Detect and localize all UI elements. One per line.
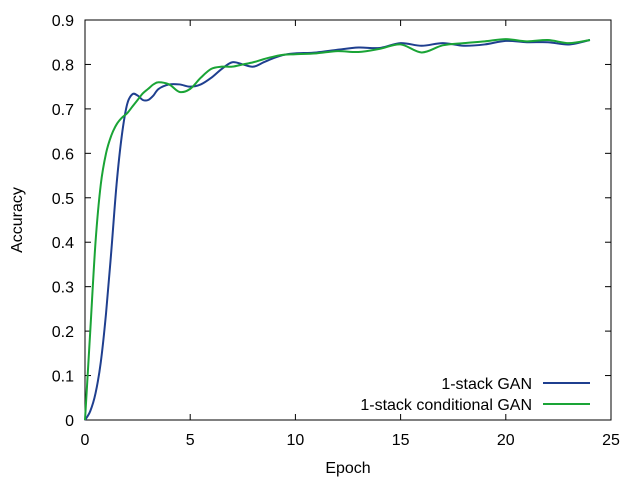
y-tick-label: 0.6	[52, 146, 74, 163]
axis-ticks	[84, 19, 612, 421]
x-tick-label: 25	[602, 432, 620, 449]
y-tick-label: 0.7	[52, 102, 74, 119]
y-tick-label: 0.4	[52, 235, 74, 252]
y-tick-label: 0.9	[52, 13, 74, 30]
x-tick-label: 15	[392, 432, 410, 449]
x-tick-label: 20	[497, 432, 515, 449]
series-line-1	[84, 38, 591, 421]
series-line-0	[84, 39, 591, 421]
x-tick-label: 5	[186, 432, 195, 449]
x-tick-label: 0	[81, 432, 90, 449]
y-tick-label: 0.8	[52, 57, 74, 74]
y-tick-label: 0.3	[52, 280, 74, 297]
legend-label-1-stack-conditional-gan: 1-stack conditional GAN	[360, 397, 532, 414]
y-tick-labels: 0 0.1 0.2 0.3 0.4 0.5 0.6 0.7 0.8 0.9	[52, 13, 74, 430]
y-tick-label: 0.1	[52, 369, 74, 386]
legend: 1-stack GAN 1-stack conditional GAN	[360, 376, 590, 414]
legend-label-1-stack-gan: 1-stack GAN	[441, 376, 532, 393]
y-tick-label: 0.5	[52, 191, 74, 208]
y-axis-title: Accuracy	[9, 187, 26, 253]
y-tick-label: 0.2	[52, 324, 74, 341]
plot-frame	[84, 19, 612, 421]
y-tick-label: 0	[65, 413, 74, 430]
series-lines	[84, 38, 591, 421]
x-tick-label: 10	[287, 432, 305, 449]
x-axis-title: Epoch	[325, 460, 370, 477]
x-tick-labels: 0 5 10 15 20 25	[81, 432, 620, 449]
